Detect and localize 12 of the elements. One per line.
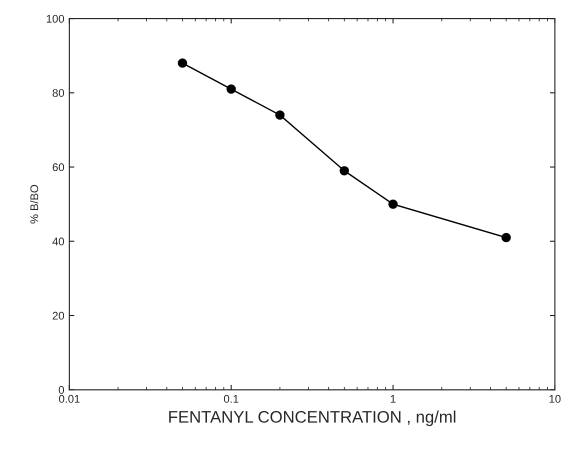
y-axis-title: % B/BO [30, 184, 38, 224]
x-tick-label: 10 [550, 394, 561, 403]
x-tick-label: 0.1 [224, 394, 238, 403]
x-tick-label: 1 [390, 395, 396, 403]
y-tick-label: 100 [46, 14, 64, 23]
y-tick-label: 20 [52, 312, 64, 320]
x-tick-label: 0.01 [58, 394, 80, 403]
y-tick-label: 80 [52, 89, 64, 97]
y-tick-label: 60 [52, 163, 64, 172]
y-tick-label: 40 [52, 238, 64, 246]
x-axis-title: FENTANYL CONCENTRATION , ng/ml [169, 410, 456, 426]
y-tick-label: 0 [58, 386, 64, 394]
